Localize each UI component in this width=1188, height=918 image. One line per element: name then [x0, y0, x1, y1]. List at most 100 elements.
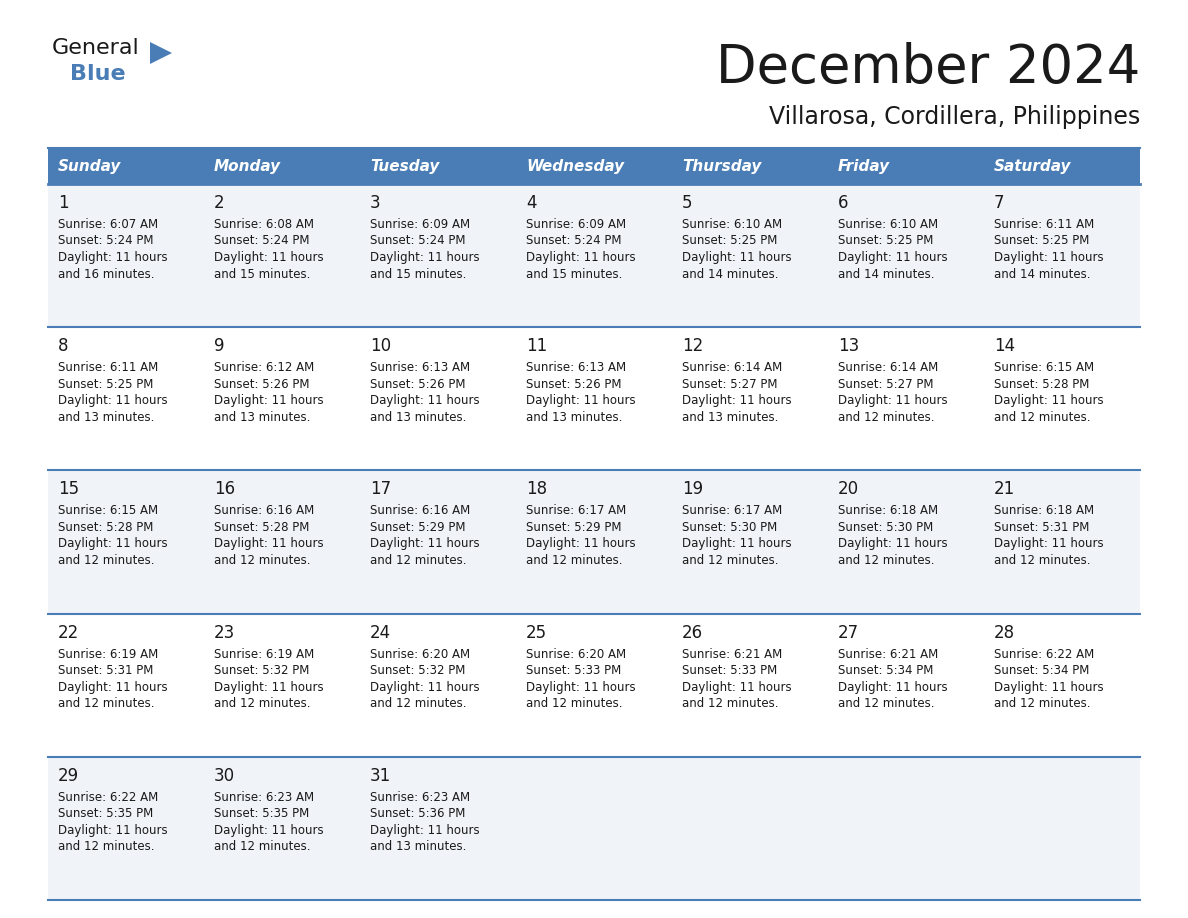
- Text: Daylight: 11 hours: Daylight: 11 hours: [369, 537, 480, 551]
- Bar: [516, 148, 672, 184]
- Text: 9: 9: [214, 337, 225, 355]
- Text: Daylight: 11 hours: Daylight: 11 hours: [994, 251, 1104, 264]
- Text: Sunrise: 6:13 AM: Sunrise: 6:13 AM: [526, 361, 626, 375]
- Text: 2: 2: [214, 194, 225, 212]
- Text: and 12 minutes.: and 12 minutes.: [58, 554, 154, 567]
- Text: 13: 13: [838, 337, 859, 355]
- Text: Sunrise: 6:20 AM: Sunrise: 6:20 AM: [369, 647, 470, 661]
- Text: Sunset: 5:32 PM: Sunset: 5:32 PM: [369, 664, 466, 677]
- Text: Daylight: 11 hours: Daylight: 11 hours: [214, 680, 323, 694]
- Text: December 2024: December 2024: [715, 42, 1140, 94]
- Text: Sunrise: 6:18 AM: Sunrise: 6:18 AM: [838, 504, 939, 518]
- Text: Sunrise: 6:17 AM: Sunrise: 6:17 AM: [682, 504, 782, 518]
- Text: 3: 3: [369, 194, 380, 212]
- Text: Sunrise: 6:19 AM: Sunrise: 6:19 AM: [58, 647, 158, 661]
- Text: Daylight: 11 hours: Daylight: 11 hours: [994, 680, 1104, 694]
- Text: Sunset: 5:33 PM: Sunset: 5:33 PM: [526, 664, 621, 677]
- Text: 18: 18: [526, 480, 548, 498]
- Text: 6: 6: [838, 194, 848, 212]
- Text: 10: 10: [369, 337, 391, 355]
- Text: and 13 minutes.: and 13 minutes.: [369, 840, 467, 854]
- Text: Sunset: 5:31 PM: Sunset: 5:31 PM: [58, 664, 153, 677]
- Text: Daylight: 11 hours: Daylight: 11 hours: [526, 680, 636, 694]
- Text: 11: 11: [526, 337, 548, 355]
- Text: and 12 minutes.: and 12 minutes.: [838, 554, 935, 567]
- Text: Sunrise: 6:20 AM: Sunrise: 6:20 AM: [526, 647, 626, 661]
- Text: and 14 minutes.: and 14 minutes.: [682, 267, 778, 281]
- Text: Sunset: 5:34 PM: Sunset: 5:34 PM: [838, 664, 934, 677]
- Text: Sunset: 5:24 PM: Sunset: 5:24 PM: [58, 234, 153, 248]
- Text: Sunrise: 6:21 AM: Sunrise: 6:21 AM: [682, 647, 782, 661]
- Text: Sunrise: 6:16 AM: Sunrise: 6:16 AM: [214, 504, 315, 518]
- Text: and 13 minutes.: and 13 minutes.: [369, 410, 467, 424]
- Text: 7: 7: [994, 194, 1005, 212]
- Text: Blue: Blue: [70, 64, 126, 84]
- Text: and 12 minutes.: and 12 minutes.: [369, 697, 467, 711]
- Text: Sunrise: 6:13 AM: Sunrise: 6:13 AM: [369, 361, 470, 375]
- Text: Tuesday: Tuesday: [369, 159, 440, 174]
- Text: Sunrise: 6:07 AM: Sunrise: 6:07 AM: [58, 218, 158, 231]
- Text: Sunrise: 6:10 AM: Sunrise: 6:10 AM: [838, 218, 939, 231]
- Text: Daylight: 11 hours: Daylight: 11 hours: [526, 537, 636, 551]
- Text: Sunrise: 6:08 AM: Sunrise: 6:08 AM: [214, 218, 314, 231]
- Text: 16: 16: [214, 480, 235, 498]
- Text: and 14 minutes.: and 14 minutes.: [838, 267, 935, 281]
- Text: Daylight: 11 hours: Daylight: 11 hours: [58, 394, 168, 408]
- Bar: [48, 756, 1140, 900]
- Bar: [48, 327, 1140, 470]
- Text: Daylight: 11 hours: Daylight: 11 hours: [838, 680, 948, 694]
- Text: Sunset: 5:25 PM: Sunset: 5:25 PM: [682, 234, 777, 248]
- Text: and 12 minutes.: and 12 minutes.: [994, 554, 1091, 567]
- Text: 28: 28: [994, 623, 1015, 642]
- Text: Sunrise: 6:09 AM: Sunrise: 6:09 AM: [526, 218, 626, 231]
- Text: 15: 15: [58, 480, 80, 498]
- Text: Sunset: 5:31 PM: Sunset: 5:31 PM: [994, 521, 1089, 534]
- Text: Sunset: 5:36 PM: Sunset: 5:36 PM: [369, 807, 466, 821]
- Text: Daylight: 11 hours: Daylight: 11 hours: [214, 394, 323, 408]
- Text: Daylight: 11 hours: Daylight: 11 hours: [526, 251, 636, 264]
- Text: Sunset: 5:26 PM: Sunset: 5:26 PM: [369, 377, 466, 391]
- Bar: [48, 184, 1140, 327]
- Text: Sunset: 5:35 PM: Sunset: 5:35 PM: [58, 807, 153, 821]
- Text: Saturday: Saturday: [994, 159, 1072, 174]
- Text: Daylight: 11 hours: Daylight: 11 hours: [214, 823, 323, 837]
- Text: Wednesday: Wednesday: [526, 159, 624, 174]
- Text: Daylight: 11 hours: Daylight: 11 hours: [58, 823, 168, 837]
- Text: Sunset: 5:29 PM: Sunset: 5:29 PM: [526, 521, 621, 534]
- Bar: [672, 148, 828, 184]
- Text: Sunset: 5:28 PM: Sunset: 5:28 PM: [58, 521, 153, 534]
- Text: Friday: Friday: [838, 159, 890, 174]
- Text: Sunset: 5:24 PM: Sunset: 5:24 PM: [369, 234, 466, 248]
- Text: 29: 29: [58, 767, 80, 785]
- Bar: [48, 470, 1140, 613]
- Text: Daylight: 11 hours: Daylight: 11 hours: [369, 823, 480, 837]
- Text: Daylight: 11 hours: Daylight: 11 hours: [214, 537, 323, 551]
- Bar: [828, 148, 984, 184]
- Text: Sunset: 5:28 PM: Sunset: 5:28 PM: [214, 521, 309, 534]
- Text: 22: 22: [58, 623, 80, 642]
- Bar: [984, 148, 1140, 184]
- Text: Daylight: 11 hours: Daylight: 11 hours: [58, 680, 168, 694]
- Text: 26: 26: [682, 623, 703, 642]
- Text: Sunset: 5:30 PM: Sunset: 5:30 PM: [838, 521, 934, 534]
- Text: Daylight: 11 hours: Daylight: 11 hours: [682, 537, 791, 551]
- Text: and 12 minutes.: and 12 minutes.: [526, 554, 623, 567]
- Bar: [360, 148, 516, 184]
- Text: 17: 17: [369, 480, 391, 498]
- Text: 19: 19: [682, 480, 703, 498]
- Text: Sunrise: 6:19 AM: Sunrise: 6:19 AM: [214, 647, 315, 661]
- Text: General: General: [52, 38, 140, 58]
- Bar: [48, 613, 1140, 756]
- Text: and 13 minutes.: and 13 minutes.: [682, 410, 778, 424]
- Text: Daylight: 11 hours: Daylight: 11 hours: [838, 394, 948, 408]
- Text: Sunrise: 6:15 AM: Sunrise: 6:15 AM: [994, 361, 1094, 375]
- Text: and 12 minutes.: and 12 minutes.: [526, 697, 623, 711]
- Text: Daylight: 11 hours: Daylight: 11 hours: [58, 537, 168, 551]
- Text: 27: 27: [838, 623, 859, 642]
- Text: Daylight: 11 hours: Daylight: 11 hours: [369, 251, 480, 264]
- Text: and 12 minutes.: and 12 minutes.: [994, 410, 1091, 424]
- Text: 30: 30: [214, 767, 235, 785]
- Text: Sunrise: 6:12 AM: Sunrise: 6:12 AM: [214, 361, 315, 375]
- Text: Daylight: 11 hours: Daylight: 11 hours: [526, 394, 636, 408]
- Text: Sunset: 5:32 PM: Sunset: 5:32 PM: [214, 664, 309, 677]
